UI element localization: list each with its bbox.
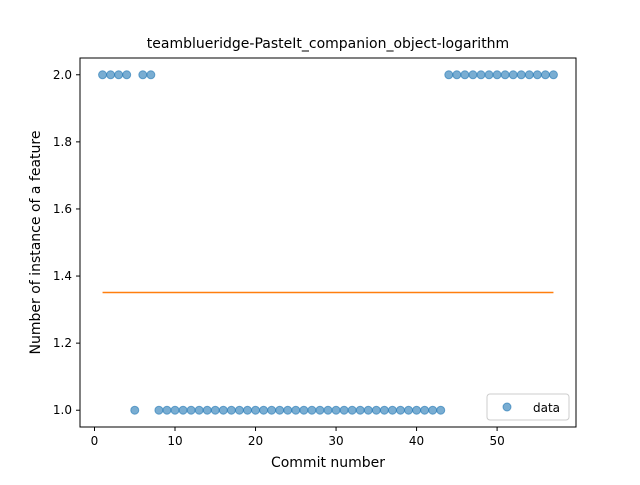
data-point — [524, 70, 534, 80]
data-point — [500, 70, 510, 80]
data-point — [444, 70, 454, 80]
y-tick-label: 1.8 — [53, 135, 72, 149]
data-point — [508, 70, 518, 80]
data-point — [267, 405, 277, 415]
data-point — [395, 405, 405, 415]
data-point — [387, 405, 397, 415]
data-point — [259, 405, 269, 415]
legend-label-data: data — [533, 401, 560, 415]
data-point — [130, 405, 140, 415]
y-tick-label: 1.4 — [53, 269, 72, 283]
axes-frame — [79, 57, 577, 428]
data-point — [154, 405, 164, 415]
x-tick-label: 20 — [248, 434, 263, 448]
y-tick-label: 1.0 — [53, 403, 72, 417]
data-point — [106, 70, 116, 80]
y-tick-label: 2.0 — [53, 68, 72, 82]
data-point — [283, 405, 293, 415]
data-point — [436, 405, 446, 415]
data-point — [122, 70, 132, 80]
data-point — [347, 405, 357, 415]
data-point — [371, 405, 381, 415]
data-point — [242, 405, 252, 415]
data-point — [218, 405, 228, 415]
x-tick-label: 10 — [167, 434, 182, 448]
legend: data — [486, 393, 570, 421]
data-point — [379, 405, 389, 415]
data-point — [299, 405, 309, 415]
data-point — [170, 405, 180, 415]
x-axis-label: Commit number — [271, 455, 385, 471]
legend-marker-data — [502, 402, 512, 412]
data-point — [355, 405, 365, 415]
data-point — [331, 405, 341, 415]
data-point — [275, 405, 285, 415]
data-point — [186, 405, 196, 415]
data-point — [492, 70, 502, 80]
data-point — [146, 70, 156, 80]
x-tick-label: 40 — [409, 434, 424, 448]
x-tick-label: 30 — [328, 434, 343, 448]
data-point — [548, 70, 558, 80]
data-point — [210, 405, 220, 415]
data-point — [202, 405, 212, 415]
data-point — [339, 405, 349, 415]
data-point — [323, 405, 333, 415]
data-point — [234, 405, 244, 415]
x-tick-label: 50 — [489, 434, 504, 448]
data-point — [460, 70, 470, 80]
data-point — [194, 405, 204, 415]
data-point — [412, 405, 422, 415]
data-point — [476, 70, 486, 80]
legend-box — [486, 393, 570, 421]
data-point — [516, 70, 526, 80]
data-point — [291, 405, 301, 415]
data-point — [162, 405, 172, 415]
y-tick-label: 1.2 — [53, 336, 72, 350]
data-point — [540, 70, 550, 80]
data-point — [114, 70, 124, 80]
data-point — [452, 70, 462, 80]
x-tick-label: 0 — [91, 434, 99, 448]
data-point — [420, 405, 430, 415]
data-point — [484, 70, 494, 80]
data-point — [98, 70, 108, 80]
data-point — [138, 70, 148, 80]
chart-title: teamblueridge-PasteIt_companion_object-l… — [147, 36, 509, 52]
data-point — [404, 405, 414, 415]
data-point — [226, 405, 236, 415]
data-point — [532, 70, 542, 80]
data-point — [251, 405, 261, 415]
data-point — [428, 405, 438, 415]
y-tick-label: 1.6 — [53, 202, 72, 216]
data-point — [363, 405, 373, 415]
data-point — [178, 405, 188, 415]
data-point — [307, 405, 317, 415]
data-point — [315, 405, 325, 415]
data-point — [468, 70, 478, 80]
y-axis-label: Number of instance of a feature — [28, 131, 44, 355]
